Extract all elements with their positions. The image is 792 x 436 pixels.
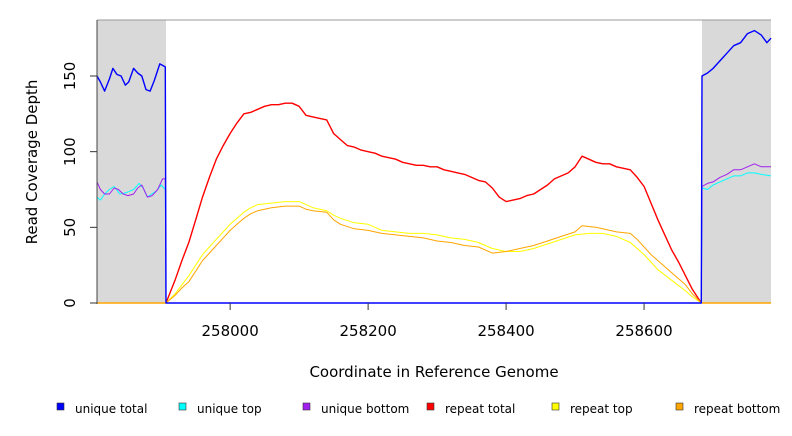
series-line-unique-bottom	[96, 163, 771, 304]
x-axis-ticks: 258000 258200 258400 258600	[202, 303, 673, 340]
legend-swatch	[56, 402, 65, 411]
legend-label: unique bottom	[321, 402, 409, 416]
series-line-repeat-total	[165, 102, 702, 304]
legend-label: repeat total	[445, 402, 515, 416]
shaded-region	[97, 20, 166, 303]
x-tick-label: 258000	[202, 322, 259, 340]
x-tick-label: 258400	[477, 322, 534, 340]
series-line-repeat-top	[165, 201, 702, 304]
legend-swatch	[302, 402, 311, 411]
shaded-region	[702, 20, 771, 303]
legend-label: unique top	[197, 402, 262, 416]
legend: unique total unique top unique bottom repea…	[56, 402, 780, 416]
y-tick-label: 100	[61, 137, 79, 166]
x-tick-label: 258600	[615, 322, 672, 340]
series-line-unique-total	[96, 29, 772, 304]
legend-swatch	[426, 402, 435, 411]
y-axis-ticks: 0 50 100 150	[61, 62, 97, 308]
series-lines	[96, 29, 772, 304]
series-line-unique-top	[96, 172, 772, 304]
legend-swatch	[178, 402, 187, 411]
y-tick-label: 0	[61, 298, 79, 308]
y-tick-label: 50	[61, 218, 79, 237]
x-tick-label: 258200	[339, 322, 396, 340]
legend-label: repeat top	[570, 402, 633, 416]
legend-label: repeat bottom	[694, 402, 780, 416]
legend-label: unique total	[75, 402, 147, 416]
x-axis-label: Coordinate in Reference Genome	[309, 363, 558, 381]
legend-swatch	[551, 402, 560, 411]
series-line-repeat-bottom	[165, 205, 702, 304]
y-axis-label: Read Coverage Depth	[23, 80, 41, 245]
legend-swatch	[675, 402, 684, 411]
y-tick-label: 150	[61, 62, 79, 91]
